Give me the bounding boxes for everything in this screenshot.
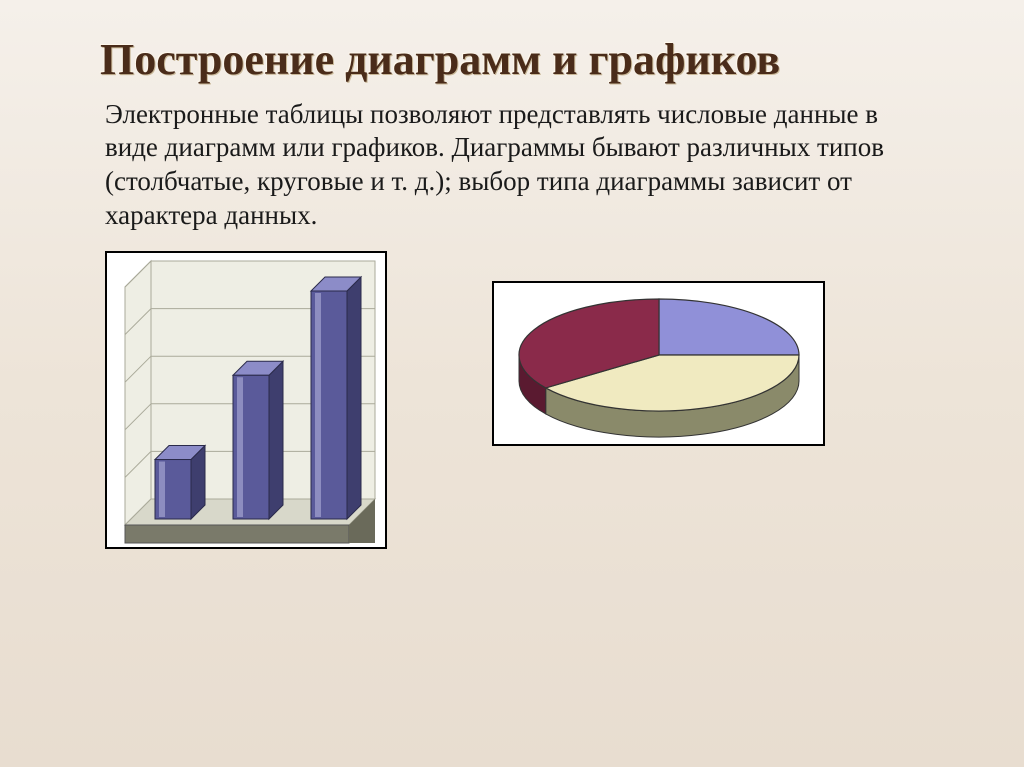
slide-body-text: Электронные таблицы позволяют представля… — [105, 98, 925, 233]
pie-chart — [492, 281, 825, 446]
bar-chart — [105, 251, 387, 549]
bar-chart-svg — [107, 253, 385, 547]
pie-chart-svg — [494, 283, 823, 444]
slide-title: Построение диаграмм и графиков — [100, 35, 974, 86]
charts-row — [105, 251, 974, 549]
slide: Построение диаграмм и графиков Электронн… — [0, 0, 1024, 767]
